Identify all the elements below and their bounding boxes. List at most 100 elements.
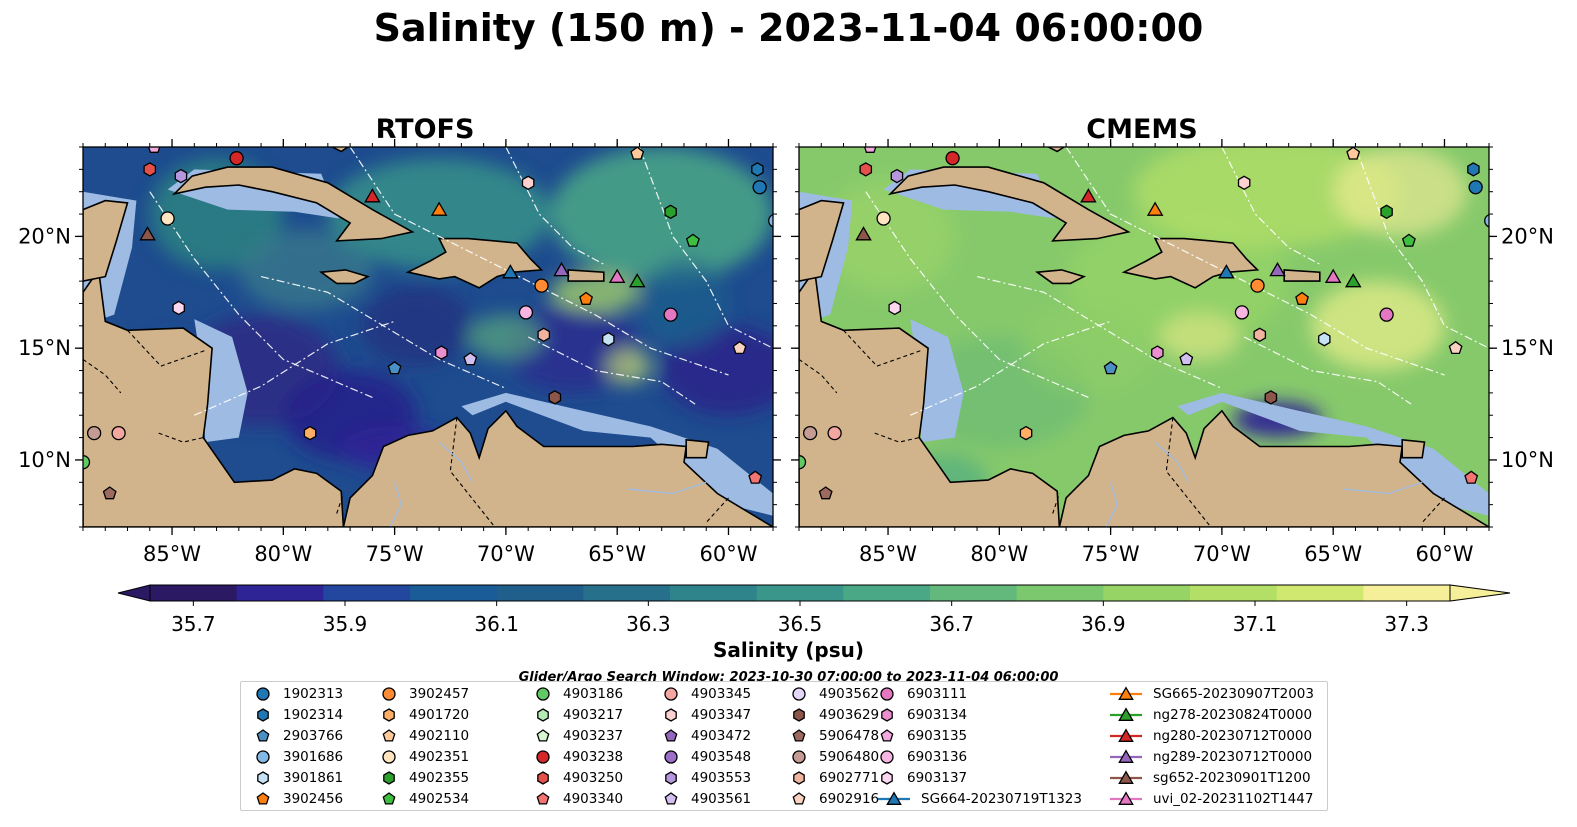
land-jamaica [319, 269, 371, 285]
land-yucatan [799, 199, 845, 282]
eez-boundary [149, 191, 373, 398]
pentagon-icon [256, 792, 270, 805]
colorbar-swatch [1363, 585, 1451, 601]
legend-item: 4902110 [379, 726, 469, 746]
lon-tick-label: 65°W [1304, 542, 1362, 566]
lon-tick-label: 85°W [859, 542, 917, 566]
legend-marker [1118, 749, 1134, 763]
legend-label: 4901720 [409, 707, 470, 723]
colorbar-extend-min [117, 584, 151, 602]
pentagon-icon [792, 729, 806, 742]
lon-tick-label: 60°W [699, 542, 757, 566]
map-panel-rtofs[interactable]: 85°W 80°W 75°W 70°W 65°W 60°W 20°N 15°N 10°N [18, 139, 781, 566]
glider-marker-SG665-20230907T2003 [430, 201, 448, 216]
float-marker-4903561 [463, 352, 478, 366]
legend-marker [1118, 686, 1134, 700]
legend-marker [793, 708, 805, 722]
legend-label: 3902456 [283, 791, 344, 807]
hexagon-icon [537, 771, 549, 785]
legend-item: 6902771 [789, 768, 879, 788]
legend-item: 4903548 [661, 747, 751, 767]
float-marker-4902110 [1346, 147, 1361, 160]
salinity-feature [1021, 303, 1156, 393]
salinity-feature [1132, 147, 1400, 248]
glider-marker-SG664-20230719T1323 [1218, 264, 1235, 279]
glider-marker-ng278-20230824T0000 [1344, 273, 1362, 288]
river [389, 482, 402, 527]
legend-marker [382, 687, 396, 701]
colorbar-tick-label: 36.5 [778, 612, 823, 636]
float-marker-2903766 [1103, 360, 1118, 375]
legend-label: 4903472 [691, 728, 752, 744]
legend-item: 4903347 [661, 705, 751, 725]
legend-label: 6902916 [819, 791, 880, 807]
legend-label: 1902314 [283, 707, 344, 723]
float-marker-3901686 [1484, 213, 1489, 228]
legend-item: 6902916 [789, 789, 879, 809]
colorbar-tick-label: 35.9 [323, 612, 368, 636]
legend-label: 3901861 [283, 770, 344, 786]
float-marker-4903237 [55, 319, 67, 331]
country-border [127, 329, 206, 367]
legend-label: ng280-20230712T0000 [1153, 728, 1313, 744]
float-marker-6903111 [663, 307, 678, 322]
legend-item: 3902456 [253, 789, 343, 809]
river [438, 441, 474, 483]
land-hispaniola [405, 237, 544, 289]
colorbar-tick-label: 36.1 [474, 612, 519, 636]
circle-icon [382, 687, 396, 701]
colorbar-tick-label: 35.7 [171, 612, 216, 636]
map-frame [82, 146, 774, 528]
land-centralAmerica [799, 267, 1061, 527]
land-trinidad [1401, 438, 1426, 459]
country-border [449, 417, 496, 527]
salinity-feature [361, 285, 473, 367]
triangle-icon [878, 791, 910, 805]
float-marker-3902456 [1295, 291, 1309, 305]
legend-label: 6903111 [907, 686, 968, 702]
river [1105, 482, 1118, 527]
legend-item: 6903135 [877, 726, 967, 746]
map-frame [798, 146, 1490, 528]
circle-icon [256, 750, 270, 764]
legend-item: 4903186 [533, 684, 623, 704]
map-panel-cmems[interactable]: 85°W 80°W 75°W 70°W 65°W 60°W 20°N 15°N 10°N [791, 139, 1554, 566]
float-marker-3901861 [602, 331, 615, 347]
float-marker-1902314 [751, 162, 764, 177]
glider-marker-uvi_02-20231102T1447 [1324, 268, 1342, 283]
legend-label: 2903766 [283, 728, 344, 744]
float-marker-3902457 [534, 278, 549, 293]
colorbar-tick-label: 36.7 [929, 612, 974, 636]
salinity-feature [1159, 312, 1240, 362]
legend-marker [256, 729, 270, 742]
salinity-feature [821, 180, 955, 293]
float-marker-4903186 [83, 455, 91, 470]
legend-marker [1118, 728, 1134, 742]
land-bahamas [1046, 147, 1066, 153]
legend-marker [665, 771, 677, 785]
float-marker-4903347 [1237, 175, 1251, 191]
legend-item: 4902534 [379, 789, 469, 809]
panel-title-cmems: CMEMS [1086, 114, 1198, 145]
legend-label: 4903340 [563, 791, 624, 807]
legend-item: 5906478 [789, 726, 879, 746]
legend-marker [1118, 770, 1134, 784]
salinity-feature [1333, 147, 1467, 237]
legend-label: 4903238 [563, 749, 624, 765]
legend-item: ng289-20230712T0000 [1109, 747, 1312, 767]
legend-marker [536, 687, 550, 701]
hexagon-icon [793, 771, 805, 785]
colorbar-tick-label: 37.3 [1384, 612, 1429, 636]
legend-label: 6903136 [907, 749, 968, 765]
legend-item: 4903472 [661, 726, 751, 746]
land-bahamas [330, 147, 350, 153]
legend-label: 4903237 [563, 728, 624, 744]
country-border [874, 432, 920, 443]
legend-marker [665, 708, 677, 722]
triangle-icon [1110, 686, 1142, 700]
legend-label: 6903137 [907, 770, 968, 786]
colorbar-swatch [150, 585, 238, 601]
legend-marker [382, 750, 396, 764]
salinity-feature [505, 303, 640, 393]
float-marker-4902534 [685, 233, 700, 247]
